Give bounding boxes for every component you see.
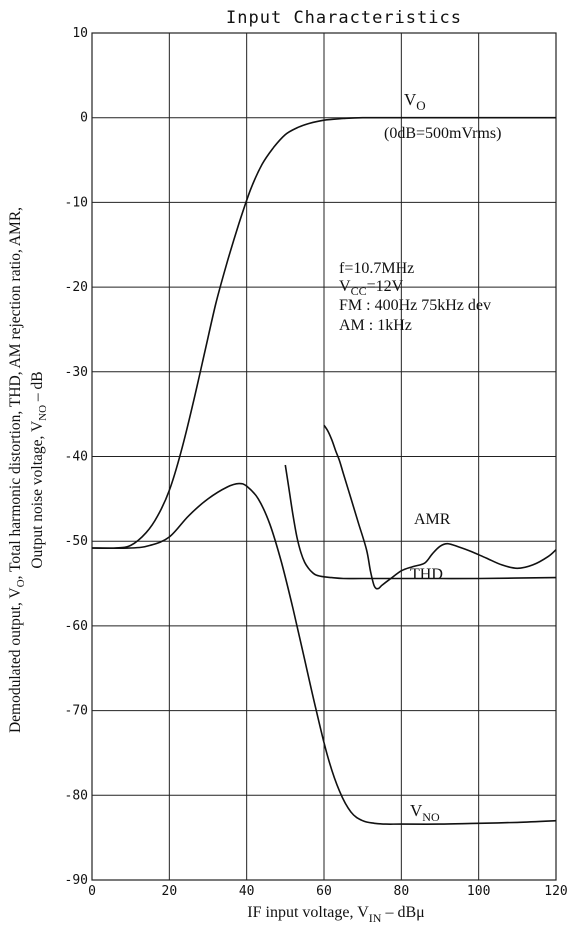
x-tick-label: 100 [467,884,490,899]
condition-supply-voltage: VCC=12V [339,278,404,298]
y-axis-label: Demodulated output, VO, Total harmonic d… [7,207,49,733]
x-tick-label: 0 [88,884,96,899]
x-tick-label: 120 [544,884,567,899]
x-tick-label: 20 [162,884,178,899]
vo-curve-label: VO [404,90,426,113]
y-tick-labels: 10 0 -10 -20 -30 -40 -50 -60 -70 -80 -90 [65,26,88,888]
y-tick-label: 10 [72,26,88,41]
y-tick-label: -30 [65,365,88,380]
y-tick-label: 0 [80,111,88,126]
condition-am: AM : 1kHz [339,317,412,334]
x-axis-label: IF input voltage, VIN – dBμ [247,904,424,925]
y-axis-label-line2: Output noise voltage, VNO – dB [29,371,49,568]
x-tick-label: 80 [394,884,410,899]
series-line-amr [323,424,557,590]
y-tick-label: -60 [65,619,88,634]
y-tick-label: -90 [65,873,88,888]
y-axis-label-line1: Demodulated output, VO, Total harmonic d… [7,207,27,733]
reference-note: (0dB=500mVrms) [384,125,501,142]
series-line-vno [91,482,557,825]
plot-grid [91,32,557,881]
condition-fm: FM : 400Hz 75kHz dev [339,297,491,314]
y-tick-label: -40 [65,450,88,465]
y-tick-label: -50 [65,534,88,549]
y-tick-label: -70 [65,704,88,719]
chart-title: Input Characteristics [226,8,462,28]
series-line-vo [91,116,556,549]
x-tick-labels: 0 20 40 60 80 100 120 [88,884,568,899]
series-line-thd [284,464,557,580]
condition-frequency: f=10.7MHz [339,260,414,277]
test-conditions: f=10.7MHz VCC=12V FM : 400Hz 75kHz dev A… [339,260,491,334]
y-tick-label: -20 [65,280,88,295]
y-tick-label: -80 [65,788,88,803]
y-tick-label: -10 [65,195,88,210]
x-tick-label: 40 [239,884,255,899]
thd-curve-label: THD [410,566,443,583]
x-tick-label: 60 [316,884,332,899]
series-curves [91,116,557,825]
amr-curve-label: AMR [414,511,451,528]
vno-curve-label: VNO [410,801,440,824]
